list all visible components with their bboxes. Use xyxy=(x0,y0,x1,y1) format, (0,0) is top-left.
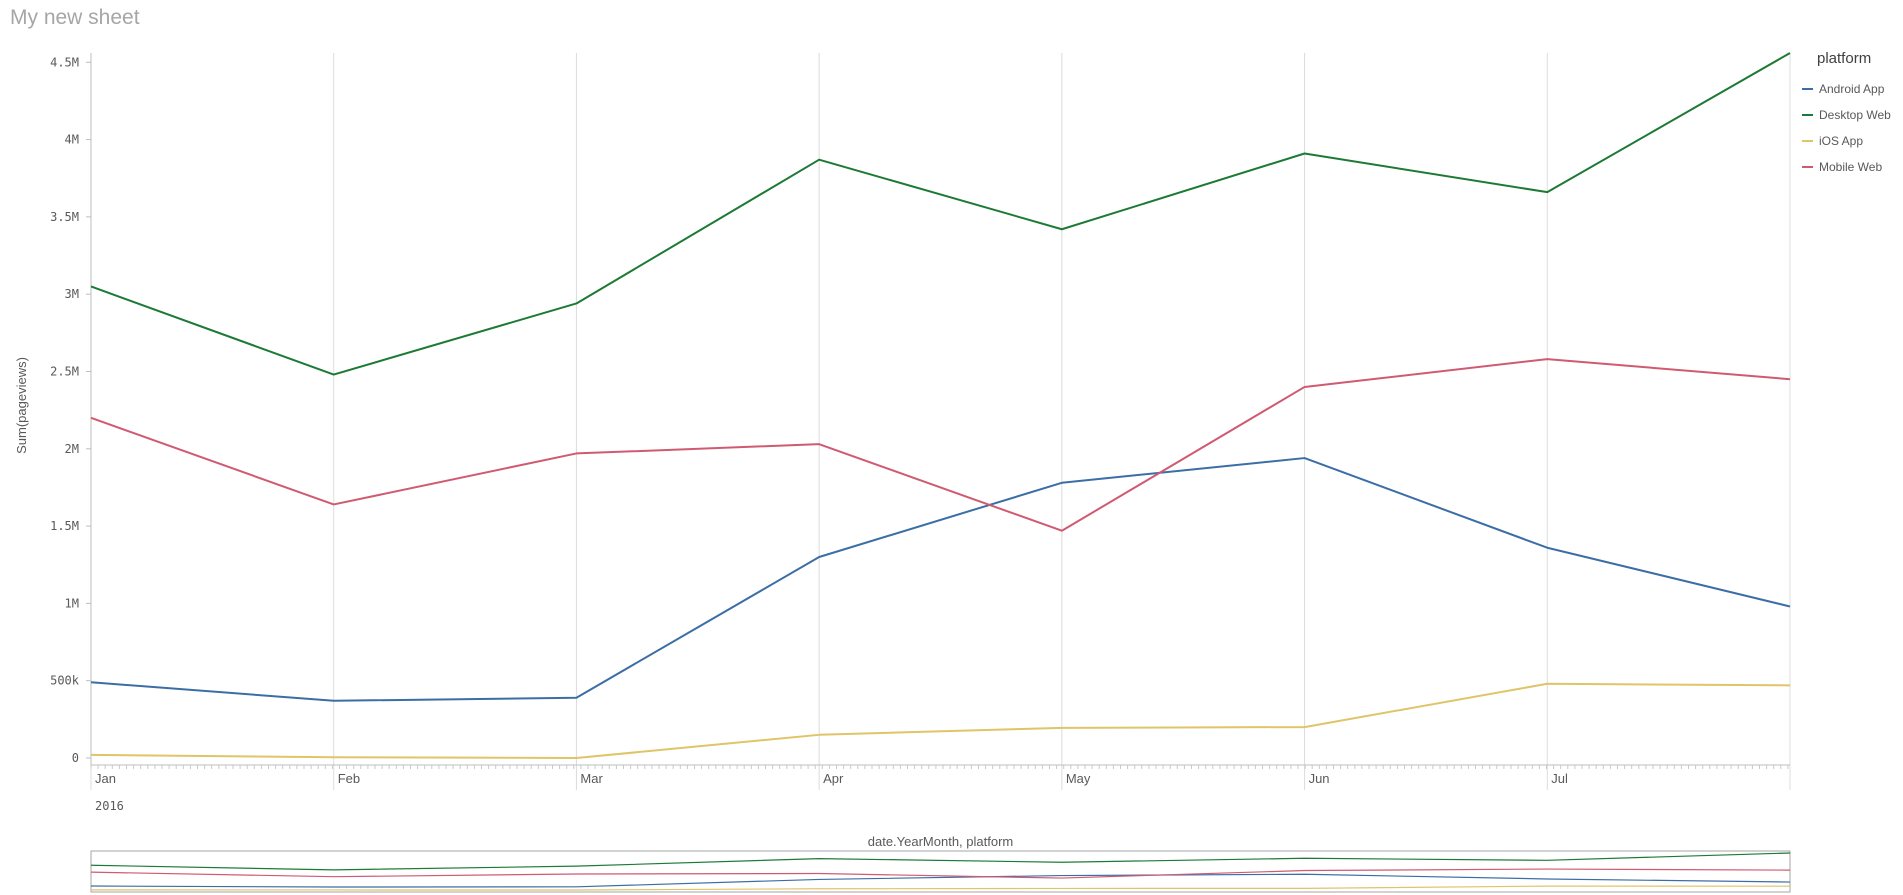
y-tick-label: 4M xyxy=(65,133,79,147)
sheet-title: My new sheet xyxy=(10,6,140,29)
axes: Jan Feb Mar Apr May Jun Jul 2016 0 500k 1M 1.5M 2M 2.… xyxy=(14,53,1790,813)
minimap-frame[interactable] xyxy=(90,850,1791,893)
x-tick-label: Apr xyxy=(823,771,844,786)
minimap[interactable]: date.YearMonth, platform xyxy=(90,834,1791,893)
x-tick-label: Feb xyxy=(338,771,360,786)
minimap-series-line xyxy=(90,873,1791,888)
y-tick-label: 1.5M xyxy=(50,519,79,533)
x-tick-label: May xyxy=(1066,771,1091,786)
x-tick-label: Jan xyxy=(95,771,116,786)
series-lines[interactable] xyxy=(89,51,1792,760)
y-tick-label: 500k xyxy=(50,674,80,688)
x-tick-label: Jun xyxy=(1309,771,1330,786)
minimap-label: date.YearMonth, platform xyxy=(868,834,1014,849)
legend-label: Desktop Web xyxy=(1819,108,1891,122)
x-year-label: 2016 xyxy=(95,799,124,813)
series-line[interactable] xyxy=(90,52,1791,376)
y-tick-label: 2M xyxy=(65,442,79,456)
y-axis-title: Sum(pageviews) xyxy=(14,357,29,454)
grid-lines xyxy=(90,53,1791,790)
legend-item[interactable]: Mobile Web xyxy=(1802,154,1891,180)
legend-label: Android App xyxy=(1819,82,1885,96)
y-tick-label: 2.5M xyxy=(50,364,79,378)
minimap-series-line xyxy=(90,868,1791,879)
legend-item[interactable]: iOS App xyxy=(1802,128,1891,154)
legend-label: Mobile Web xyxy=(1819,160,1883,174)
x-tick-label: Mar xyxy=(580,771,603,786)
legend-item[interactable]: Android App xyxy=(1802,76,1891,102)
y-tick-label: 4.5M xyxy=(50,55,79,69)
y-tick-label: 3.5M xyxy=(50,210,79,224)
x-tick-label: Jul xyxy=(1551,771,1568,786)
legend: platform Android App Desktop Web iOS App Mo… xyxy=(1802,50,1891,180)
series-line[interactable] xyxy=(90,358,1791,532)
series-line[interactable] xyxy=(90,682,1791,759)
legend-swatch xyxy=(1802,88,1813,90)
minimap-series-line xyxy=(90,885,1791,891)
series-line[interactable] xyxy=(90,457,1791,702)
legend-label: iOS App xyxy=(1819,134,1864,148)
legend-item[interactable]: Desktop Web xyxy=(1802,102,1891,128)
legend-swatch xyxy=(1802,140,1813,142)
legend-swatch xyxy=(1802,114,1813,116)
y-tick-label: 0 xyxy=(72,751,79,765)
y-tick-label: 1M xyxy=(65,596,79,610)
y-tick-label: 3M xyxy=(65,287,79,301)
minimap-series-line xyxy=(90,852,1791,871)
legend-swatch xyxy=(1802,166,1813,168)
legend-title: platform xyxy=(1817,50,1872,67)
